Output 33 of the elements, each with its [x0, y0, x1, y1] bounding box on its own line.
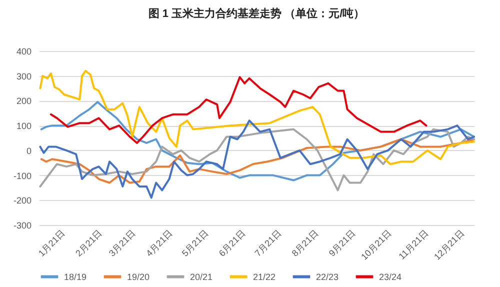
legend-label: 23/24: [379, 272, 402, 282]
line-series: [39, 120, 475, 199]
x-tick-label: 3月21日: [107, 228, 138, 258]
y-tick-label: 0: [26, 146, 32, 156]
x-tick-label: 11月21日: [396, 228, 430, 262]
y-tick-label: -100: [13, 170, 32, 181]
line-series: [40, 138, 475, 184]
y-tick-label: 100: [16, 121, 32, 132]
legend-label: 21/22: [253, 272, 276, 282]
x-tick-label: 1月21日: [36, 228, 67, 258]
y-tick-label: -200: [13, 196, 32, 206]
y-tick-label: -300: [13, 220, 32, 230]
line-series: [39, 128, 475, 192]
line-series: [39, 70, 475, 166]
x-tick-label: 12月21日: [432, 228, 466, 262]
x-tick-label: 6月21日: [216, 228, 248, 258]
y-tick-label: 400: [16, 46, 32, 56]
x-tick-label: 4月21日: [144, 228, 174, 258]
x-tick-label: 8月21日: [290, 228, 320, 258]
x-tick-label: 7月21日: [252, 228, 284, 258]
x-tick-label: 9月21日: [326, 228, 358, 258]
x-tick-label: 5月21日: [180, 228, 210, 258]
x-tick-label: 10月21日: [359, 228, 394, 262]
chart-title: 图 1 玉米主力合约基差走势 （单位：元/吨）: [148, 7, 365, 20]
line-series: [40, 100, 475, 182]
line-series: [50, 76, 428, 144]
legend-label: 22/23: [316, 272, 339, 282]
x-tick-label: 2月21日: [74, 228, 104, 258]
legend-label: 18/19: [64, 272, 87, 282]
y-tick-label: 300: [16, 71, 32, 82]
legend-label: 19/20: [127, 272, 150, 282]
y-tick-label: 200: [16, 96, 32, 106]
legend-label: 20/21: [190, 272, 213, 282]
